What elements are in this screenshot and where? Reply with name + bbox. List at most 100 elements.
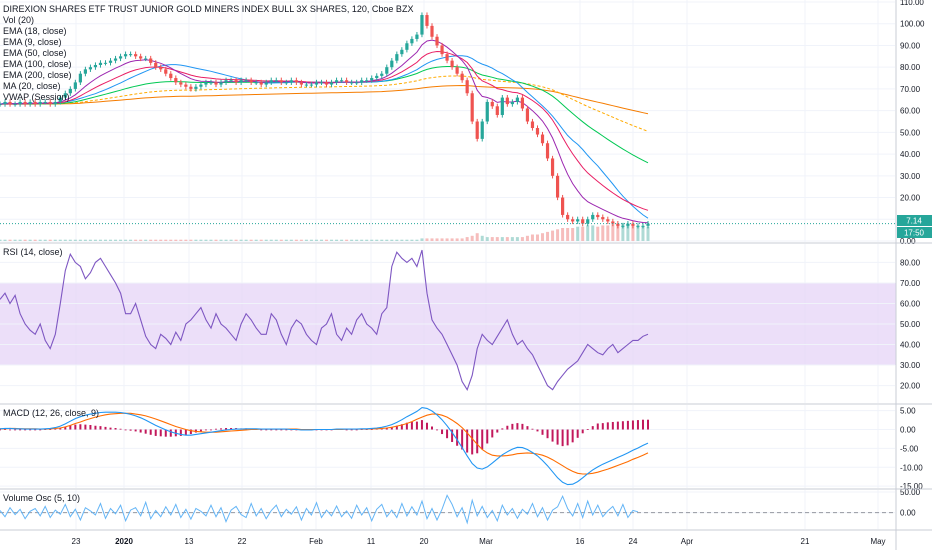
macd-hist-bar — [99, 426, 102, 430]
candle-body — [209, 82, 213, 84]
volume-bar — [154, 239, 158, 241]
main-legend[interactable]: DIREXION SHARES ETF TRUST JUNIOR GOLD MI… — [3, 4, 413, 103]
volume-bar — [63, 239, 67, 241]
volume-bar — [616, 225, 620, 241]
candle-body — [179, 82, 183, 85]
candle-body — [144, 58, 148, 60]
volume-bar — [319, 239, 323, 241]
price-tick-label: 0.00 — [900, 237, 916, 246]
volume-bar — [38, 239, 42, 241]
macd-hist-bar — [425, 422, 428, 430]
macd-hist-bar — [521, 423, 524, 430]
candle-body — [118, 56, 123, 59]
rsi-pane[interactable]: 20.00 30.00 40.00 50.00 60.00 70.00 80.00 — [0, 244, 921, 403]
macd-hist-bar — [209, 429, 212, 431]
rsi-tick-label: 70.00 — [900, 279, 921, 288]
volume-bar — [83, 239, 87, 241]
volume-bar — [350, 239, 354, 241]
macd-hist-bar — [536, 429, 539, 432]
volume-bar — [68, 239, 72, 241]
macd-hist-bar — [215, 428, 217, 430]
volume-bar — [169, 239, 173, 241]
candle-body — [199, 84, 203, 87]
candle-body — [611, 221, 615, 224]
volume-bar — [596, 226, 600, 241]
macd-hist-bar — [616, 421, 619, 430]
candle-body — [88, 67, 93, 70]
volume-bar — [109, 239, 113, 241]
volume-bar — [425, 238, 429, 241]
indicator-ema50[interactable]: EMA (50, close) — [3, 48, 67, 58]
volume-bar — [370, 239, 374, 241]
volume-bar — [194, 239, 198, 241]
price-pane[interactable]: 0.0010.0020.0030.0040.0050.0060.0070.008… — [0, 0, 925, 246]
macd-hist-bar — [275, 429, 278, 431]
time-tick-label: 24 — [629, 537, 638, 546]
macd-hist-bar — [59, 427, 62, 430]
time-axis[interactable]: 23 2020 13 22 Feb 11 20 Mar 16 24 Apr 21 May — [72, 537, 886, 546]
candle-body — [294, 80, 298, 83]
macd-hist-bar — [461, 429, 464, 450]
volume-bar — [144, 239, 148, 241]
macd-legend[interactable]: MACD (12, 26, close, 9) — [3, 408, 99, 419]
time-tick-label: 16 — [576, 537, 585, 546]
candle-body — [485, 101, 489, 122]
macd-tick-label: -10.00 — [900, 463, 923, 472]
candle-body — [646, 223, 650, 226]
candle-body — [375, 75, 379, 79]
candle-body — [23, 101, 27, 105]
macd-hist-bar — [69, 425, 72, 430]
indicator-ema9[interactable]: EMA (9, close) — [3, 37, 62, 47]
macd-hist-bar — [270, 429, 273, 431]
price-badge-text: 7.14 — [906, 217, 922, 226]
macd-label: MACD (12, 26, close, 9) — [3, 408, 100, 418]
rsi-tick-label: 60.00 — [900, 299, 921, 308]
macd-tick-label: 0.00 — [900, 426, 916, 435]
macd-hist-bar — [496, 429, 499, 433]
volume-bar — [13, 239, 17, 241]
indicator-ema200[interactable]: EMA (200, close) — [3, 70, 72, 80]
volume-bar — [199, 239, 203, 241]
rsi-line — [0, 249, 649, 391]
volume-bar — [249, 239, 253, 241]
volume-bar — [636, 225, 640, 241]
candle-body — [33, 101, 37, 105]
macd-hist-bar — [456, 429, 459, 446]
macd-hist-bar — [149, 429, 152, 435]
candle-body — [304, 84, 309, 86]
macd-hist-bar — [380, 428, 383, 430]
volume-bar — [556, 229, 560, 241]
indicator-vwap[interactable]: VWAP (Session) — [3, 92, 70, 102]
candle-body — [465, 80, 469, 94]
indicator-ema18[interactable]: EMA (18, close) — [3, 26, 67, 36]
macd-hist-bar — [541, 429, 544, 435]
indicator-ema100[interactable]: EMA (100, close) — [3, 59, 72, 69]
candle-body — [28, 101, 32, 105]
volume-bar — [330, 239, 334, 241]
volume-bar — [551, 230, 555, 241]
volume-bar — [159, 239, 163, 241]
macd-hist-bar — [405, 422, 408, 430]
candle-body — [520, 97, 525, 109]
candle-body — [596, 214, 600, 218]
candle-body — [299, 82, 303, 85]
rsi-legend[interactable]: RSI (14, close) — [3, 247, 63, 258]
macd-hist-bar — [611, 421, 614, 430]
volume-bar — [571, 228, 575, 241]
vosc-tick-label: 50.00 — [900, 488, 921, 497]
candle-body — [626, 223, 630, 226]
price-tick-label: 50.00 — [900, 128, 921, 137]
indicator-vol[interactable]: Vol (20) — [3, 15, 35, 25]
macd-hist-bar — [144, 429, 147, 434]
volume-bar — [355, 239, 359, 241]
volume-bar — [576, 226, 580, 241]
macd-hist-bar — [49, 429, 52, 430]
vosc-legend[interactable]: Volume Osc (5, 10) — [3, 493, 80, 504]
macd-pane[interactable]: -15.00 -10.00 -5.00 0.00 5.00 — [0, 405, 923, 491]
candle-body — [350, 82, 354, 84]
indicator-ma20[interactable]: MA (20, close) — [3, 81, 61, 91]
volume-osc-pane[interactable]: 0.00 50.00 — [0, 488, 921, 529]
volume-bar — [129, 239, 133, 241]
candle-body — [510, 101, 514, 105]
